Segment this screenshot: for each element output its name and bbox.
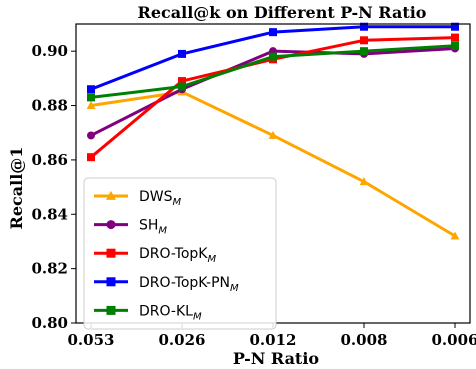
x-axis-label: P-N Ratio bbox=[233, 349, 319, 368]
legend-label: DRO-KLM bbox=[139, 303, 202, 322]
x-tick-label: 0.053 bbox=[68, 331, 115, 349]
plot-area bbox=[86, 22, 460, 240]
axes: 0.053 0.026 0.012 0.008 0.006 0.80 0.82 0.84 0.8… bbox=[31, 42, 476, 349]
data-point bbox=[451, 41, 459, 50]
data-point bbox=[87, 85, 95, 94]
legend-entry: DWSM bbox=[94, 189, 182, 208]
data-point bbox=[269, 28, 277, 37]
x-tick-label: 0.006 bbox=[432, 331, 476, 349]
legend-label: DRO-TopKM bbox=[139, 246, 217, 265]
series-dro-kl bbox=[87, 41, 459, 102]
legend-swatch-marker bbox=[106, 248, 116, 258]
y-tick-label: 0.88 bbox=[31, 97, 68, 115]
data-point bbox=[268, 130, 278, 139]
data-point bbox=[359, 177, 369, 186]
legend-label: DRO-TopK-PNM bbox=[139, 275, 239, 294]
series-dro-topk-pn bbox=[87, 22, 459, 94]
legend-swatch-marker bbox=[106, 305, 116, 315]
data-point bbox=[87, 153, 95, 162]
data-point bbox=[451, 22, 459, 31]
data-point bbox=[178, 77, 186, 86]
data-point bbox=[360, 36, 368, 45]
y-tick-label: 0.84 bbox=[31, 205, 68, 223]
data-point bbox=[450, 231, 460, 240]
legend-swatch-marker bbox=[106, 220, 116, 230]
data-point bbox=[87, 131, 95, 140]
data-point bbox=[86, 100, 96, 109]
data-point bbox=[87, 93, 95, 102]
legend-entry: DRO-TopKM bbox=[94, 246, 217, 265]
data-point bbox=[360, 22, 368, 31]
chart-title: Recall@k on Different P-N Ratio bbox=[138, 3, 427, 22]
legend-swatch-marker bbox=[106, 190, 116, 200]
y-tick-label: 0.86 bbox=[31, 151, 68, 169]
y-tick-label: 0.80 bbox=[31, 314, 68, 332]
data-point bbox=[269, 52, 277, 61]
x-tick-label: 0.012 bbox=[250, 331, 297, 349]
data-point bbox=[178, 49, 186, 58]
legend-label: DWSM bbox=[139, 189, 182, 208]
legend-swatch-marker bbox=[106, 277, 116, 287]
data-point bbox=[451, 33, 459, 42]
data-point bbox=[178, 82, 186, 91]
data-point bbox=[360, 47, 368, 56]
legend-box bbox=[83, 177, 277, 330]
x-tick-label: 0.008 bbox=[341, 331, 388, 349]
y-tick-label: 0.90 bbox=[31, 42, 68, 60]
legend-entry: DRO-KLM bbox=[94, 303, 202, 322]
legend-entry: DRO-TopK-PNM bbox=[94, 275, 239, 294]
x-tick-label: 0.026 bbox=[159, 331, 206, 349]
y-axis-label: Recall@1 bbox=[7, 147, 26, 230]
y-tick-label: 0.82 bbox=[31, 260, 68, 278]
